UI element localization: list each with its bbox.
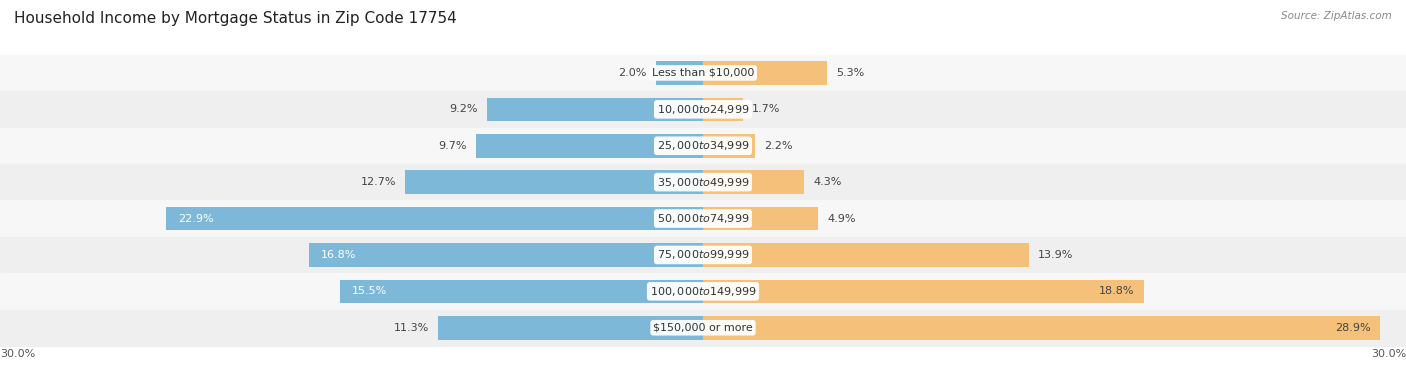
Bar	[340, 279, 703, 303]
Bar	[703, 134, 755, 158]
Bar	[703, 61, 827, 85]
Text: 11.3%: 11.3%	[394, 323, 429, 333]
Text: 9.2%: 9.2%	[450, 104, 478, 114]
Text: $10,000 to $24,999: $10,000 to $24,999	[657, 103, 749, 116]
Bar	[703, 98, 742, 121]
Text: $75,000 to $99,999: $75,000 to $99,999	[657, 248, 749, 262]
Text: $150,000 or more: $150,000 or more	[654, 323, 752, 333]
Bar	[703, 207, 818, 230]
Text: 1.7%: 1.7%	[752, 104, 780, 114]
Text: Less than $10,000: Less than $10,000	[652, 68, 754, 78]
Text: $35,000 to $49,999: $35,000 to $49,999	[657, 176, 749, 189]
Text: Source: ZipAtlas.com: Source: ZipAtlas.com	[1281, 11, 1392, 21]
Text: 30.0%: 30.0%	[1371, 349, 1406, 359]
Bar	[0, 91, 1406, 127]
Bar	[703, 279, 1143, 303]
Bar	[0, 310, 1406, 346]
Bar	[703, 170, 804, 194]
Text: 9.7%: 9.7%	[437, 141, 467, 151]
Bar	[703, 243, 1029, 267]
Bar	[0, 273, 1406, 310]
Text: $50,000 to $74,999: $50,000 to $74,999	[657, 212, 749, 225]
Text: Household Income by Mortgage Status in Zip Code 17754: Household Income by Mortgage Status in Z…	[14, 11, 457, 26]
Bar	[657, 61, 703, 85]
Text: 28.9%: 28.9%	[1336, 323, 1371, 333]
Text: 18.8%: 18.8%	[1098, 287, 1135, 296]
Text: 16.8%: 16.8%	[321, 250, 356, 260]
Bar	[703, 316, 1381, 339]
Bar	[488, 98, 703, 121]
Text: 4.9%: 4.9%	[827, 214, 856, 223]
Bar	[475, 134, 703, 158]
Text: 12.7%: 12.7%	[360, 177, 396, 187]
Bar	[0, 55, 1406, 91]
Text: 30.0%: 30.0%	[0, 349, 35, 359]
Text: 15.5%: 15.5%	[352, 287, 387, 296]
Bar	[0, 200, 1406, 237]
Text: $100,000 to $149,999: $100,000 to $149,999	[650, 285, 756, 298]
Text: 2.2%: 2.2%	[763, 141, 793, 151]
Bar	[0, 127, 1406, 164]
Text: 4.3%: 4.3%	[813, 177, 842, 187]
Bar	[0, 237, 1406, 273]
Text: 22.9%: 22.9%	[179, 214, 214, 223]
Bar	[309, 243, 703, 267]
Text: 5.3%: 5.3%	[837, 68, 865, 78]
Bar	[439, 316, 703, 339]
Text: 2.0%: 2.0%	[619, 68, 647, 78]
Bar	[0, 164, 1406, 200]
Bar	[166, 207, 703, 230]
Text: $25,000 to $34,999: $25,000 to $34,999	[657, 139, 749, 152]
Text: 13.9%: 13.9%	[1038, 250, 1073, 260]
Bar	[405, 170, 703, 194]
